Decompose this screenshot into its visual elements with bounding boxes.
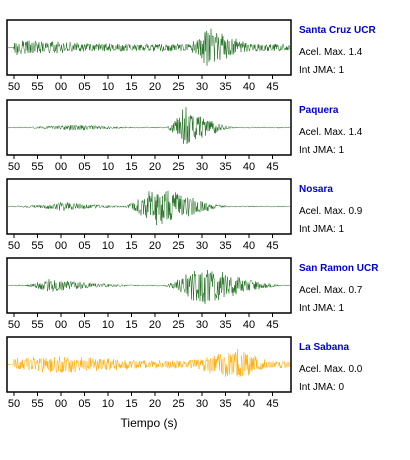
x-tick-label: 05 [78, 81, 90, 93]
max-acceleration-label: Acel. Max. 1.4 [299, 47, 363, 58]
panel-frame [6, 257, 292, 314]
seismogram-panel: 50 55 00 05 10 15 20 25 30 35 40 45 Santa Cruz UCR Ac… [6, 19, 376, 93]
waveform-trace [7, 28, 291, 66]
x-tick-label: 55 [31, 319, 43, 331]
x-tick-label: 10 [102, 319, 114, 331]
station-name: San Ramon UCR [299, 263, 379, 274]
x-tick-label: 30 [196, 398, 208, 410]
x-tick-label: 30 [196, 161, 208, 173]
x-tick-label: 00 [55, 319, 67, 331]
x-tick-label: 50 [8, 161, 20, 173]
x-tick-label: 20 [149, 240, 161, 252]
jma-intensity-label: Int JMA: 1 [299, 65, 344, 76]
waveform-trace [7, 349, 291, 378]
x-tick-label: 05 [78, 398, 90, 410]
station-name: La Sabana [299, 342, 349, 353]
max-acceleration-label: Acel. Max. 0.7 [299, 285, 363, 296]
x-tick-label: 50 [8, 81, 20, 93]
station-name: Santa Cruz UCR [299, 25, 376, 36]
jma-intensity-label: Int JMA: 1 [299, 224, 344, 235]
seismogram-panel: 50 55 00 05 10 15 20 25 30 35 40 45 Nosara Acel. Max.… [6, 178, 363, 252]
x-tick-label: 25 [172, 161, 184, 173]
x-tick-label: 10 [102, 161, 114, 173]
x-tick-label: 25 [172, 240, 184, 252]
x-tick-label: 45 [266, 240, 278, 252]
x-tick-label: 10 [102, 398, 114, 410]
x-tick-label: 40 [243, 161, 255, 173]
x-tick-label: 45 [266, 161, 278, 173]
station-name: Paquera [299, 105, 339, 116]
x-tick-label: 25 [172, 319, 184, 331]
x-tick-label: 35 [219, 81, 231, 93]
jma-intensity-label: Int JMA: 1 [299, 303, 344, 314]
waveform-trace [7, 190, 291, 226]
x-tick-label: 00 [55, 81, 67, 93]
max-acceleration-label: Acel. Max. 1.4 [299, 127, 363, 138]
panel-frame [6, 178, 292, 235]
panel-frame [6, 336, 292, 393]
x-tick-label: 55 [31, 240, 43, 252]
max-acceleration-label: Acel. Max. 0.9 [299, 206, 363, 217]
panel-frame [6, 99, 292, 156]
x-tick-label: 45 [266, 398, 278, 410]
x-tick-label: 10 [102, 81, 114, 93]
seismogram-panel: 50 55 00 05 10 15 20 25 30 35 40 45 La Sabana Acel. M… [6, 336, 363, 410]
x-tick-label: 40 [243, 81, 255, 93]
x-tick-label: 35 [219, 319, 231, 331]
x-tick-label: 25 [172, 81, 184, 93]
x-tick-label: 50 [8, 319, 20, 331]
seismogram-panel: 50 55 00 05 10 15 20 25 30 35 40 45 Paquera Acel. Max… [6, 99, 363, 173]
x-tick-label: 45 [266, 81, 278, 93]
x-tick-label: 30 [196, 319, 208, 331]
jma-intensity-label: Int JMA: 0 [299, 382, 344, 393]
x-axis-label: Tiempo (s) [121, 416, 178, 430]
x-tick-label: 25 [172, 398, 184, 410]
x-tick-label: 55 [31, 81, 43, 93]
x-tick-label: 15 [125, 81, 137, 93]
max-acceleration-label: Acel. Max. 0.0 [299, 364, 363, 375]
x-tick-label: 45 [266, 319, 278, 331]
x-tick-label: 15 [125, 240, 137, 252]
x-tick-label: 40 [243, 398, 255, 410]
x-tick-label: 05 [78, 319, 90, 331]
x-tick-label: 35 [219, 240, 231, 252]
x-tick-label: 15 [125, 161, 137, 173]
x-tick-label: 20 [149, 161, 161, 173]
x-tick-label: 55 [31, 398, 43, 410]
x-tick-label: 00 [55, 398, 67, 410]
x-tick-label: 00 [55, 161, 67, 173]
jma-intensity-label: Int JMA: 1 [299, 145, 344, 156]
x-tick-label: 05 [78, 161, 90, 173]
x-tick-label: 15 [125, 398, 137, 410]
x-tick-label: 10 [102, 240, 114, 252]
panel-frame [6, 19, 292, 76]
x-tick-label: 30 [196, 81, 208, 93]
x-tick-label: 35 [219, 398, 231, 410]
x-tick-label: 35 [219, 161, 231, 173]
x-tick-label: 50 [8, 398, 20, 410]
x-tick-label: 15 [125, 319, 137, 331]
x-tick-label: 30 [196, 240, 208, 252]
station-name: Nosara [299, 184, 333, 195]
seismogram-panel: 50 55 00 05 10 15 20 25 30 35 40 45 San Ramon UCR Ace… [6, 257, 379, 331]
x-tick-label: 05 [78, 240, 90, 252]
waveform-trace [7, 269, 291, 304]
waveform-trace [7, 107, 291, 144]
x-tick-label: 20 [149, 398, 161, 410]
x-tick-label: 00 [55, 240, 67, 252]
x-tick-label: 20 [149, 319, 161, 331]
x-tick-label: 40 [243, 319, 255, 331]
x-tick-label: 40 [243, 240, 255, 252]
x-tick-label: 20 [149, 81, 161, 93]
x-tick-label: 50 [8, 240, 20, 252]
x-tick-label: 55 [31, 161, 43, 173]
